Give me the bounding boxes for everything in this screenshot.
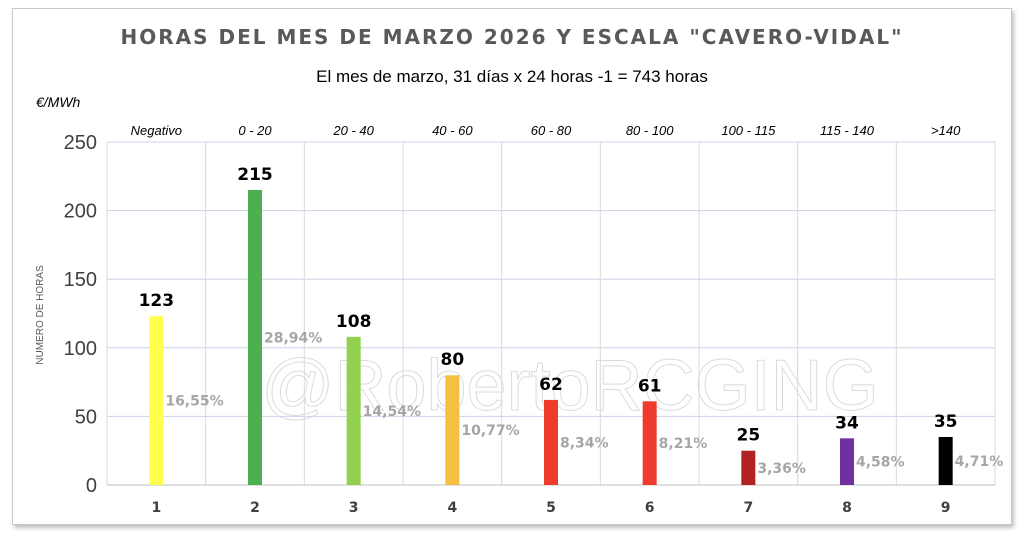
percent-label: 4,58%	[856, 455, 905, 471]
bar	[149, 316, 164, 485]
x-axis-ticks: 1 2 3 4 5 6 7 8 9	[151, 500, 950, 516]
percent-label: 28,94%	[264, 331, 322, 347]
x-tick-label: 1	[151, 500, 161, 516]
range-label: Negativo	[131, 123, 182, 138]
percent-label: 8,21%	[659, 436, 708, 452]
value-label: 61	[638, 376, 662, 396]
data-labels: 123 16,55% 215 28,94% 108 14,54% 80 10,77% 62 8,3…	[139, 165, 1004, 477]
y-tick-label: 100	[64, 338, 97, 360]
y-axis-ticks: 0 50 100 150 200 250	[64, 132, 97, 497]
bars	[149, 190, 953, 485]
bar	[642, 401, 657, 485]
bar	[445, 375, 460, 485]
value-label: 35	[934, 412, 958, 432]
x-tick-label: 2	[250, 500, 260, 516]
percent-label: 8,34%	[560, 435, 609, 451]
value-label: 108	[336, 312, 372, 332]
percent-label: 14,54%	[363, 404, 421, 420]
percent-label: 3,36%	[757, 461, 806, 477]
percent-label: 16,55%	[165, 394, 223, 410]
range-label: >140	[931, 123, 961, 138]
bar	[346, 336, 361, 485]
bar	[840, 438, 854, 485]
y-axis-label: NUMERO DE HORAS	[35, 265, 46, 365]
range-label: 60 - 80	[531, 123, 572, 138]
x-tick-label: 5	[546, 500, 556, 516]
bar	[938, 436, 953, 485]
value-label: 123	[139, 291, 175, 311]
x-tick-label: 3	[349, 500, 359, 516]
watermark: @RobertoRCGING	[261, 346, 878, 426]
range-labels: Negativo 0 - 20 20 - 40 40 - 60 60 - 80 80 - …	[131, 123, 961, 138]
value-label: 25	[736, 426, 760, 446]
range-label: 115 - 140	[820, 123, 875, 138]
x-tick-label: 9	[941, 500, 951, 516]
y-tick-label: 50	[75, 406, 97, 428]
range-label: 40 - 60	[432, 123, 473, 138]
y-tick-label: 150	[64, 269, 97, 291]
range-label: 20 - 40	[332, 123, 374, 138]
x-tick-label: 6	[645, 500, 655, 516]
value-label: 34	[835, 413, 859, 433]
unit-label: €/MWh	[36, 94, 81, 110]
bar	[248, 190, 262, 485]
x-tick-label: 7	[743, 500, 753, 516]
range-label: 80 - 100	[626, 123, 674, 138]
value-label: 215	[237, 165, 273, 185]
bar	[544, 399, 558, 485]
range-label: 0 - 20	[238, 123, 272, 138]
bar	[741, 450, 756, 485]
y-tick-label: 200	[64, 201, 97, 223]
chart-subtitle: El mes de marzo, 31 días x 24 horas -1 =…	[316, 67, 708, 86]
percent-label: 4,71%	[955, 454, 1004, 470]
range-label: 100 - 115	[721, 123, 776, 138]
y-tick-label: 0	[86, 475, 97, 497]
value-label: 62	[539, 375, 563, 395]
x-tick-label: 4	[447, 500, 457, 516]
x-tick-label: 8	[842, 500, 852, 516]
value-label: 80	[440, 350, 464, 370]
chart-title: HORAS DEL MES DE MARZO 2026 Y ESCALA "CA…	[121, 25, 904, 49]
y-tick-label: 250	[64, 132, 97, 154]
percent-label: 10,77%	[461, 423, 519, 439]
